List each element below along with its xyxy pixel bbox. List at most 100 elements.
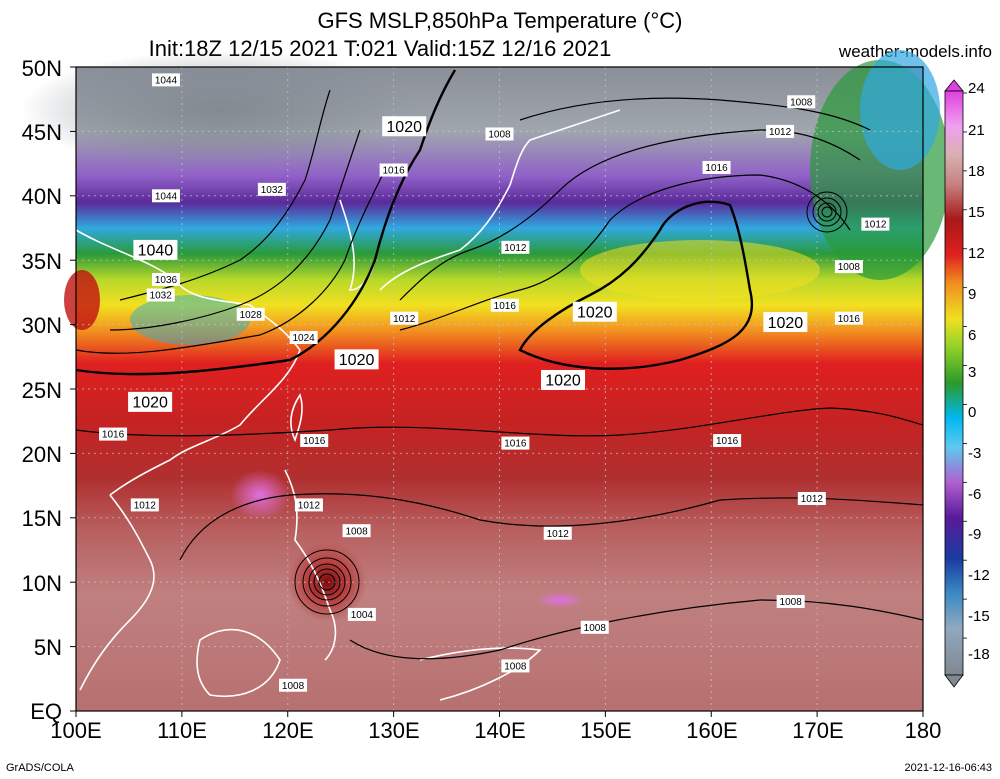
isobar-1016-south [75, 407, 924, 437]
pink-warm-area [230, 470, 290, 520]
isobar-label-box [382, 116, 427, 137]
colorbar-label: -15 [968, 608, 990, 625]
kuril-arc [529, 109, 621, 141]
isobar-label-text: 1016 [504, 439, 527, 450]
isobar-label-box [294, 498, 323, 512]
typhoon-ring [318, 573, 336, 591]
isobar-label-box [279, 678, 308, 692]
isobar-label-box [300, 434, 329, 448]
isobar-label-text: 1008 [504, 662, 527, 673]
isobar-label-box [257, 182, 286, 196]
lon-label: 130E [368, 718, 420, 743]
isobar-1012-south [179, 493, 924, 561]
colorbar-gradient [944, 90, 964, 676]
yellow-band-east [580, 240, 820, 300]
isobar-label: 1012 [797, 491, 826, 505]
typhoon-ring [313, 568, 341, 596]
lat-label: 45N [21, 120, 62, 145]
isobar-label-box [763, 312, 808, 333]
isobar-label-text: 1008 [838, 262, 861, 273]
typhoon-ring [308, 563, 346, 601]
isobar-label-box [501, 659, 530, 673]
isobar-label: 1016 [834, 311, 863, 325]
isobar-label-box [834, 260, 863, 274]
isobar-label: 1004 [347, 607, 376, 621]
isobar-label-text: 1044 [155, 75, 178, 86]
isobar-label-text: 1020 [577, 304, 613, 321]
isobar-label-box [834, 311, 863, 325]
isobar-label-box [541, 369, 586, 390]
isobar-label-box [766, 124, 795, 138]
isobar-label: 1036 [151, 273, 180, 287]
colorbar-bottom-arrow [944, 674, 964, 688]
borneo-coast [196, 628, 281, 697]
colorbar-label: 21 [968, 122, 985, 139]
isobar-label-box [702, 160, 731, 174]
isobar-label-text: 1008 [584, 623, 607, 634]
isobar-label: 1008 [787, 95, 816, 109]
colorbar-label: 15 [968, 204, 985, 221]
lat-label: 20N [21, 442, 62, 467]
isobar-label-text: 1016 [383, 166, 406, 177]
colorbar [944, 79, 967, 688]
isobar-label-box [787, 95, 816, 109]
isobar-label-box [490, 298, 519, 312]
isobar-label-box [501, 240, 530, 254]
colorbar-label: 24 [968, 80, 985, 97]
isobar-label: 1008 [485, 127, 514, 141]
isobar-label-box [342, 524, 371, 538]
colorbar-label: -6 [968, 486, 982, 503]
isobar-label-text: 1016 [102, 430, 125, 441]
isobar-label-box [713, 434, 742, 448]
isobar-label-box [236, 307, 265, 321]
isobar-1008-south [349, 599, 924, 660]
japan-coast [379, 139, 531, 291]
typhoon-core [287, 542, 367, 622]
isobar-label-text: 1008 [488, 130, 511, 141]
typhoon-isobars [294, 549, 360, 615]
colorbar-top-arrow [944, 79, 964, 92]
isobar-label: 1016 [379, 163, 408, 177]
isobar-label-box [130, 498, 159, 512]
isobar-label: 1012 [543, 526, 572, 540]
lat-label: 50N [21, 56, 62, 81]
warm-tongue-pacific-upper [860, 50, 940, 170]
typhoon-ring [294, 549, 360, 615]
isobar-label: 1020 [572, 301, 617, 322]
colorbar-label: -3 [968, 445, 982, 462]
isobar-label-text: 1044 [155, 191, 178, 202]
site-credit[interactable]: weather-models.info [838, 42, 992, 61]
isobar-label: 1016 [501, 436, 530, 450]
isobar-label: 1008 [834, 260, 863, 274]
isobar-label-text: 1008 [282, 681, 305, 692]
isobar-label-box [146, 288, 175, 302]
low-ring [812, 197, 842, 227]
lat-label: 35N [21, 249, 62, 274]
isobar-label-box [334, 349, 379, 370]
colorbar-label: 6 [968, 327, 977, 344]
lon-label: 160E [686, 718, 738, 743]
isobar-label-box [289, 330, 318, 344]
isobar-label: 1040 [133, 239, 178, 260]
isobar-label-box [151, 273, 180, 287]
isobar-label-text: 1012 [769, 127, 792, 138]
isobar-label-text: 1004 [351, 610, 374, 621]
isobar-label: 1012 [294, 498, 323, 512]
isobar-label-box [543, 526, 572, 540]
isobar-1020-pacific [518, 200, 753, 370]
colorbar-label: 12 [968, 245, 985, 262]
lat-label: EQ [30, 699, 62, 724]
isobar-label: 1012 [130, 498, 159, 512]
isobar-label-box [485, 127, 514, 141]
isobar-label-text: 1020 [545, 373, 581, 390]
lat-label: 5N [33, 635, 62, 660]
isobar-label-text: 1016 [838, 314, 861, 325]
lat-label: 25N [21, 378, 62, 403]
isobar-1008-north [519, 97, 871, 131]
typhoon-ring [302, 557, 352, 607]
colorbar-label: -18 [968, 646, 990, 663]
lon-label: 170E [792, 718, 844, 743]
isobar-label-box [133, 239, 178, 260]
isobar-label-box [390, 311, 419, 325]
colorbar-ticks [963, 92, 967, 639]
